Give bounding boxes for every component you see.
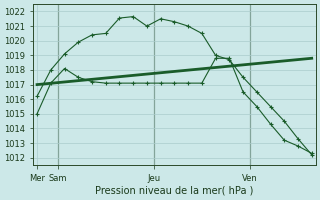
X-axis label: Pression niveau de la mer( hPa ): Pression niveau de la mer( hPa ) (95, 186, 253, 196)
